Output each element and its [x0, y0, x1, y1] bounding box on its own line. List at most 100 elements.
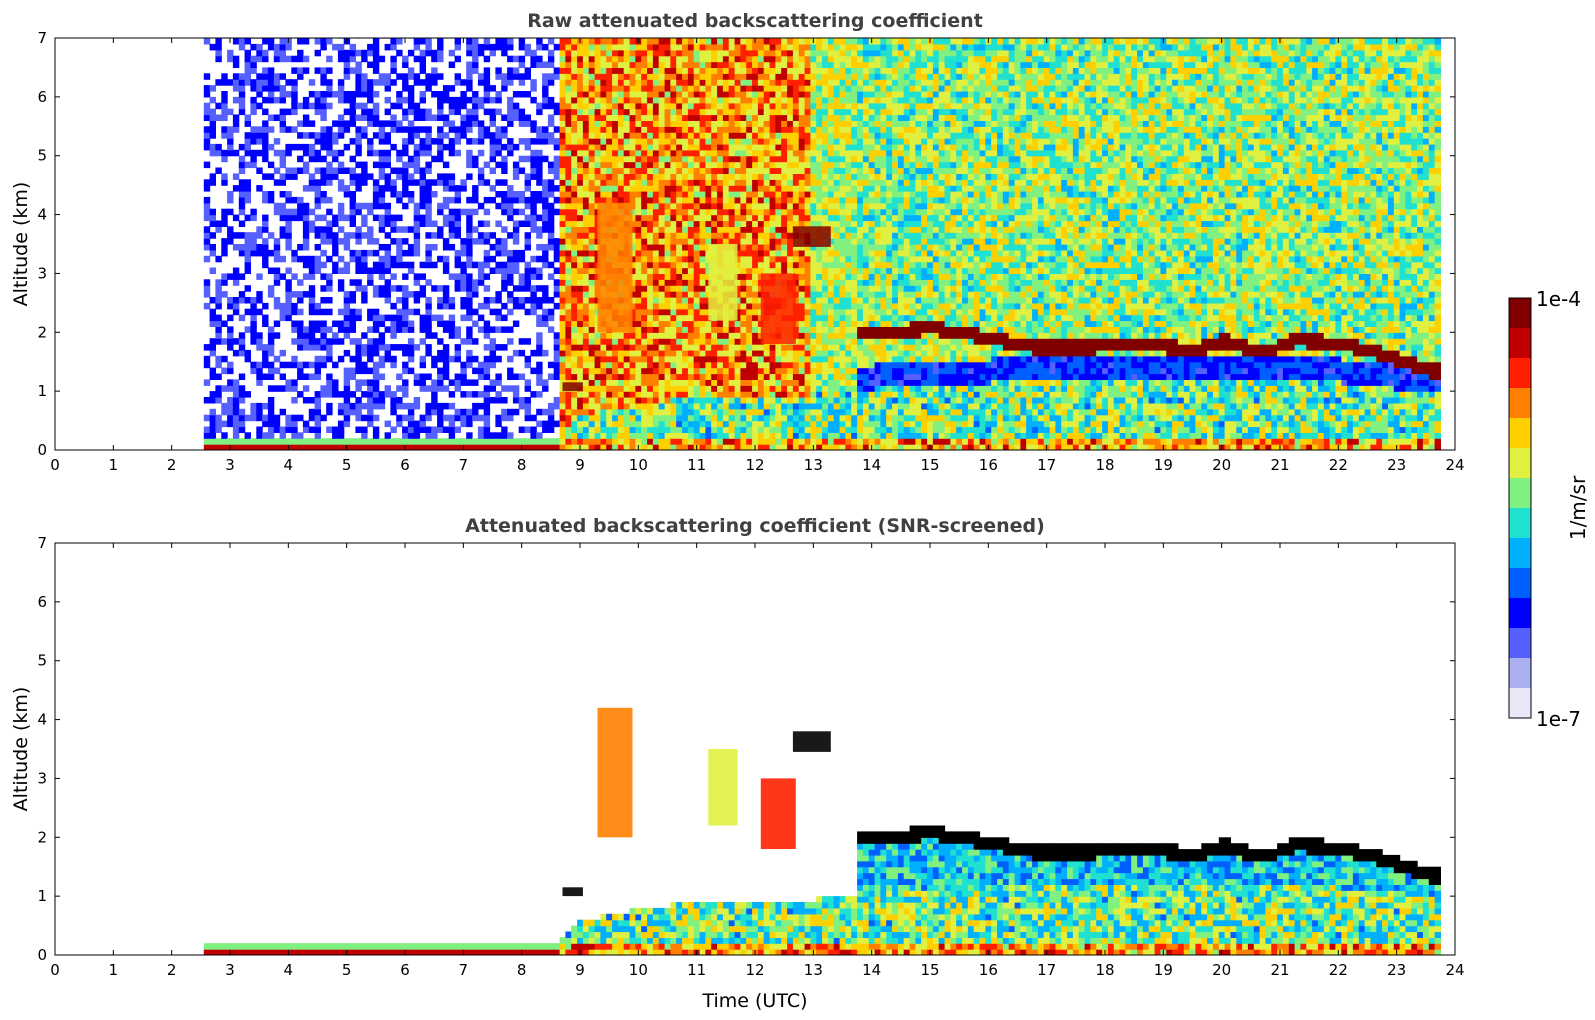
panel-raw-cell	[483, 249, 491, 257]
panel-raw-cell	[594, 173, 601, 180]
panel-raw-cell	[297, 279, 304, 286]
panel-raw-cell	[419, 114, 426, 121]
panel-raw-cell	[763, 73, 771, 80]
panel-raw-cell	[728, 379, 736, 386]
panel-raw-cell	[577, 338, 584, 345]
panel-raw-cell	[565, 238, 572, 245]
panel-raw-cell	[577, 308, 584, 316]
panel-raw-cell	[705, 43, 712, 51]
panel-raw-cell	[437, 155, 444, 163]
panel-raw-cell	[682, 202, 689, 210]
panel-raw-cell	[693, 143, 701, 151]
panel-raw-cell	[262, 320, 269, 327]
panel-raw-cell	[670, 438, 677, 445]
panel-raw-cell	[740, 167, 747, 174]
panel-raw-cell	[664, 326, 671, 333]
panel-raw-cell	[442, 143, 450, 151]
panel-raw-cell	[425, 79, 432, 86]
panel-raw-cell	[705, 138, 712, 145]
panel-raw-cell	[641, 332, 648, 339]
panel-raw-cell	[717, 397, 724, 404]
panel-raw-cell	[390, 314, 397, 322]
panel-raw-cell	[250, 96, 257, 104]
panel-raw-cell	[740, 149, 747, 157]
panel-raw-cell	[693, 96, 701, 104]
panel-raw-cell	[571, 61, 578, 68]
panel-raw-cell	[658, 414, 666, 422]
panel-raw-cell	[746, 173, 753, 180]
panel-raw-cell	[314, 96, 321, 104]
panel-raw-cell	[693, 85, 701, 92]
panel-raw-cell	[728, 149, 736, 157]
panel-raw-cell	[413, 402, 421, 410]
panel-raw-cell	[302, 143, 310, 151]
panel-raw-cell	[302, 38, 310, 45]
panel-raw-cell	[705, 155, 712, 163]
panel-raw-cell	[472, 191, 479, 198]
panel-raw-cell	[518, 273, 526, 280]
panel-raw-cell	[285, 297, 292, 304]
panel-raw-cell	[442, 438, 450, 445]
panel-raw-cell	[547, 138, 555, 145]
panel-raw-cell	[682, 208, 689, 216]
panel-raw-cell	[372, 43, 380, 51]
panel-raw-cell	[227, 420, 234, 428]
panel-raw-cell	[571, 43, 578, 51]
panel-raw-cell	[629, 126, 636, 133]
panel-raw-cell	[495, 249, 502, 257]
panel-raw-cell	[652, 244, 660, 251]
panel-raw-cell	[565, 43, 572, 51]
panel-raw-cell	[349, 102, 356, 110]
panel-raw-cell	[314, 444, 321, 450]
panel-raw-cell	[507, 444, 514, 450]
panel-raw-cell	[682, 232, 689, 239]
panel-raw-cell	[489, 349, 496, 357]
panel-raw-cell	[232, 438, 240, 445]
panel-raw-cell	[250, 361, 257, 369]
panel-raw-cell	[372, 444, 380, 450]
panel-raw-cell	[629, 49, 636, 57]
panel-raw-cell	[565, 332, 572, 339]
panel-raw-cell	[518, 220, 526, 227]
panel-raw-cell	[594, 38, 601, 45]
panel-raw-cell	[658, 208, 666, 216]
panel-raw-cell	[262, 55, 269, 63]
panel-raw-cell	[501, 43, 508, 51]
panel-raw-cell	[722, 161, 730, 169]
panel-raw-cell	[629, 120, 636, 127]
panel-raw-cell	[419, 202, 426, 210]
panel-raw-cell	[600, 432, 607, 439]
panel-raw-cell	[740, 397, 747, 404]
panel-raw-cell	[664, 273, 671, 280]
panel-raw-cell	[530, 349, 537, 357]
panel-raw-cell	[606, 73, 613, 80]
panel-raw-cell	[588, 320, 596, 327]
panel-raw-cell	[617, 143, 625, 151]
panel-raw-cell	[693, 79, 701, 86]
panel-raw-cell	[629, 249, 636, 257]
panel-raw-cell	[477, 79, 485, 86]
panel-raw-cell	[273, 438, 281, 445]
panel-raw-cell	[658, 202, 666, 210]
panel-raw-cell	[693, 285, 701, 292]
panel-raw-cell	[652, 320, 660, 327]
panel-raw-cell	[594, 102, 601, 110]
panel-raw-cell	[664, 202, 671, 210]
panel-raw-cell	[565, 291, 572, 298]
panel-raw-cell	[454, 126, 461, 133]
panel-raw-cell	[227, 55, 234, 63]
panel-raw-cell	[670, 155, 677, 163]
panel-raw-cell	[658, 426, 666, 433]
panel-raw-cell	[501, 244, 508, 251]
panel-raw-cell	[652, 96, 660, 104]
panel-raw-cell	[635, 61, 642, 68]
panel-raw-cell	[664, 320, 671, 327]
panel-raw-cell	[472, 355, 479, 363]
panel-raw-cell	[728, 85, 736, 92]
panel-raw-cell	[221, 244, 228, 251]
panel-raw-cell	[448, 332, 456, 339]
panel-raw-cell	[699, 349, 706, 357]
panel-raw-cell	[658, 261, 666, 269]
panel-raw-cell	[740, 267, 747, 274]
panel-raw-cell	[256, 338, 263, 345]
